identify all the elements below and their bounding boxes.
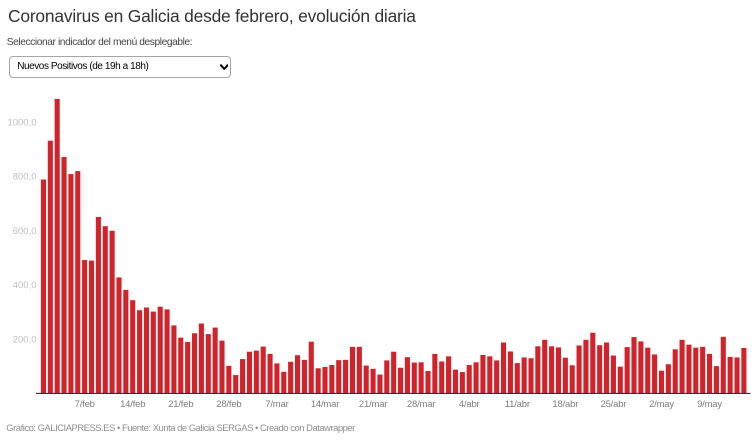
svg-text:28/mar: 28/mar bbox=[407, 399, 435, 410]
svg-text:2/may: 2/may bbox=[649, 399, 674, 410]
svg-text:21/mar: 21/mar bbox=[359, 399, 387, 410]
svg-text:25/abr: 25/abr bbox=[601, 399, 627, 410]
svg-text:1000,0: 1000,0 bbox=[7, 118, 36, 129]
svg-text:800,0: 800,0 bbox=[13, 172, 37, 183]
svg-text:200,0: 200,0 bbox=[13, 334, 37, 345]
svg-text:14/feb: 14/feb bbox=[120, 399, 145, 410]
svg-text:14/mar: 14/mar bbox=[311, 399, 339, 410]
svg-text:600,0: 600,0 bbox=[13, 226, 37, 237]
svg-text:18/abr: 18/abr bbox=[552, 399, 578, 410]
svg-text:11/abr: 11/abr bbox=[505, 399, 530, 410]
svg-text:28/feb: 28/feb bbox=[216, 399, 241, 410]
svg-text:21/feb: 21/feb bbox=[168, 399, 193, 410]
svg-text:4/abr: 4/abr bbox=[459, 399, 480, 410]
svg-text:7/feb: 7/feb bbox=[75, 399, 95, 410]
svg-text:400,0: 400,0 bbox=[13, 280, 37, 291]
svg-text:7/mar: 7/mar bbox=[265, 399, 288, 410]
svg-text:9/may: 9/may bbox=[697, 399, 722, 410]
